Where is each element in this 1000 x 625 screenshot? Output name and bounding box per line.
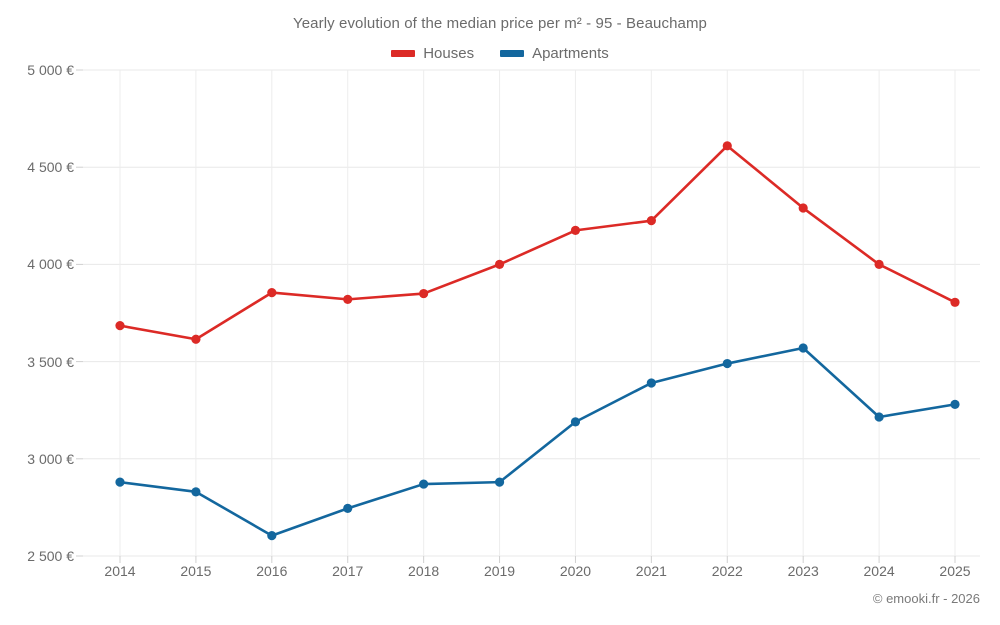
series-line-houses [118,144,957,341]
data-point[interactable] [646,216,656,226]
data-point[interactable] [267,530,277,541]
x-axis-label: 2016 [256,563,288,579]
data-point[interactable] [646,378,656,388]
data-point[interactable] [722,141,732,151]
data-point[interactable] [343,503,353,513]
chart-legend: Houses Apartments [0,45,1000,62]
series-apartments [115,343,960,541]
data-point[interactable] [874,259,884,269]
vertical-gridlines [119,70,956,556]
y-axis-label: 4 500 € [27,159,74,176]
y-axis-label: 3 000 € [27,450,74,467]
data-point[interactable] [570,225,581,235]
y-axis-label: 5 000 € [27,62,74,78]
x-axis-label: 2024 [863,563,895,579]
legend-swatch-apartments [500,50,525,57]
legend-label-apartments: Apartments [532,45,609,62]
data-point[interactable] [874,412,884,422]
data-point[interactable] [950,297,960,307]
data-point[interactable] [191,334,201,344]
y-axis-label: 4 000 € [27,256,74,273]
data-point[interactable] [722,358,732,369]
data-point[interactable] [267,287,277,298]
data-point[interactable] [115,477,125,487]
chart-title: Yearly evolution of the median price per… [293,15,707,32]
x-axis-label: 2019 [483,563,516,579]
y-axis-label: 2 500 € [27,548,74,564]
legend-swatch-houses [391,50,416,57]
copyright-credit: © emooki.fr - 2026 [872,591,980,606]
x-axis-label: 2021 [635,563,667,579]
series-houses [115,141,960,344]
data-point[interactable] [343,294,353,304]
data-point[interactable] [115,321,125,331]
data-point[interactable] [419,288,429,299]
legend-item-houses[interactable]: Houses [391,45,474,62]
data-point[interactable] [419,479,429,489]
x-axis-label: 2017 [332,563,364,579]
x-axis-label: 2015 [180,563,212,579]
y-axis-label: 3 500 € [27,353,74,370]
data-point[interactable] [494,259,505,269]
horizontal-gridlines [83,69,980,557]
legend-label-houses: Houses [423,45,475,62]
x-axis-label: 2018 [408,563,440,579]
data-point[interactable] [798,343,808,353]
data-point[interactable] [191,487,201,497]
series-line-apartments [118,346,957,537]
x-axis-label: 2023 [787,563,819,579]
data-point[interactable] [950,399,960,409]
x-axis-label: 2020 [559,563,592,579]
data-point[interactable] [494,477,505,487]
x-axis-label: 2022 [711,563,743,579]
x-axis-label: 2025 [939,563,971,579]
legend-item-apartments[interactable]: Apartments [500,45,609,62]
data-point[interactable] [798,203,808,213]
y-axis-ticks [76,69,83,557]
data-point[interactable] [570,417,581,427]
x-axis-label: 2014 [104,563,136,579]
x-axis-ticks [119,556,956,563]
